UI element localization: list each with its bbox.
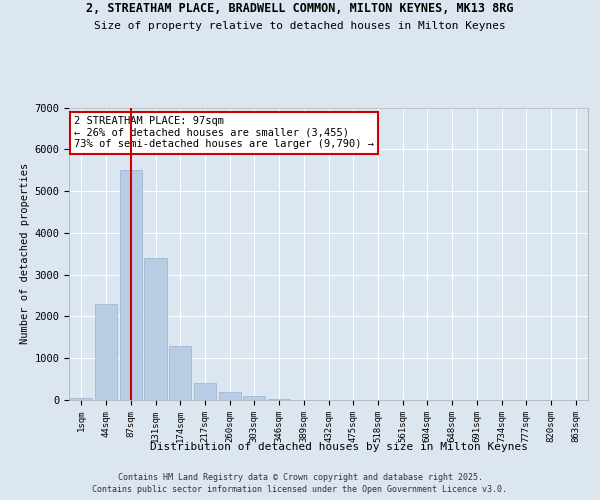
Text: 2, STREATHAM PLACE, BRADWELL COMMON, MILTON KEYNES, MK13 8RG: 2, STREATHAM PLACE, BRADWELL COMMON, MIL…	[86, 2, 514, 16]
Bar	[194, 384, 216, 400]
Bar	[119, 170, 142, 400]
Bar	[95, 304, 117, 400]
Text: Contains HM Land Registry data © Crown copyright and database right 2025.: Contains HM Land Registry data © Crown c…	[118, 472, 482, 482]
Bar	[169, 346, 191, 400]
Text: Distribution of detached houses by size in Milton Keynes: Distribution of detached houses by size …	[150, 442, 528, 452]
Text: 2 STREATHAM PLACE: 97sqm
← 26% of detached houses are smaller (3,455)
73% of sem: 2 STREATHAM PLACE: 97sqm ← 26% of detach…	[74, 116, 374, 150]
Bar	[243, 396, 265, 400]
Text: Contains public sector information licensed under the Open Government Licence v3: Contains public sector information licen…	[92, 485, 508, 494]
Bar	[218, 392, 241, 400]
Bar	[268, 398, 290, 400]
Y-axis label: Number of detached properties: Number of detached properties	[20, 163, 30, 344]
Bar	[145, 258, 167, 400]
Text: Size of property relative to detached houses in Milton Keynes: Size of property relative to detached ho…	[94, 21, 506, 31]
Bar	[70, 398, 92, 400]
